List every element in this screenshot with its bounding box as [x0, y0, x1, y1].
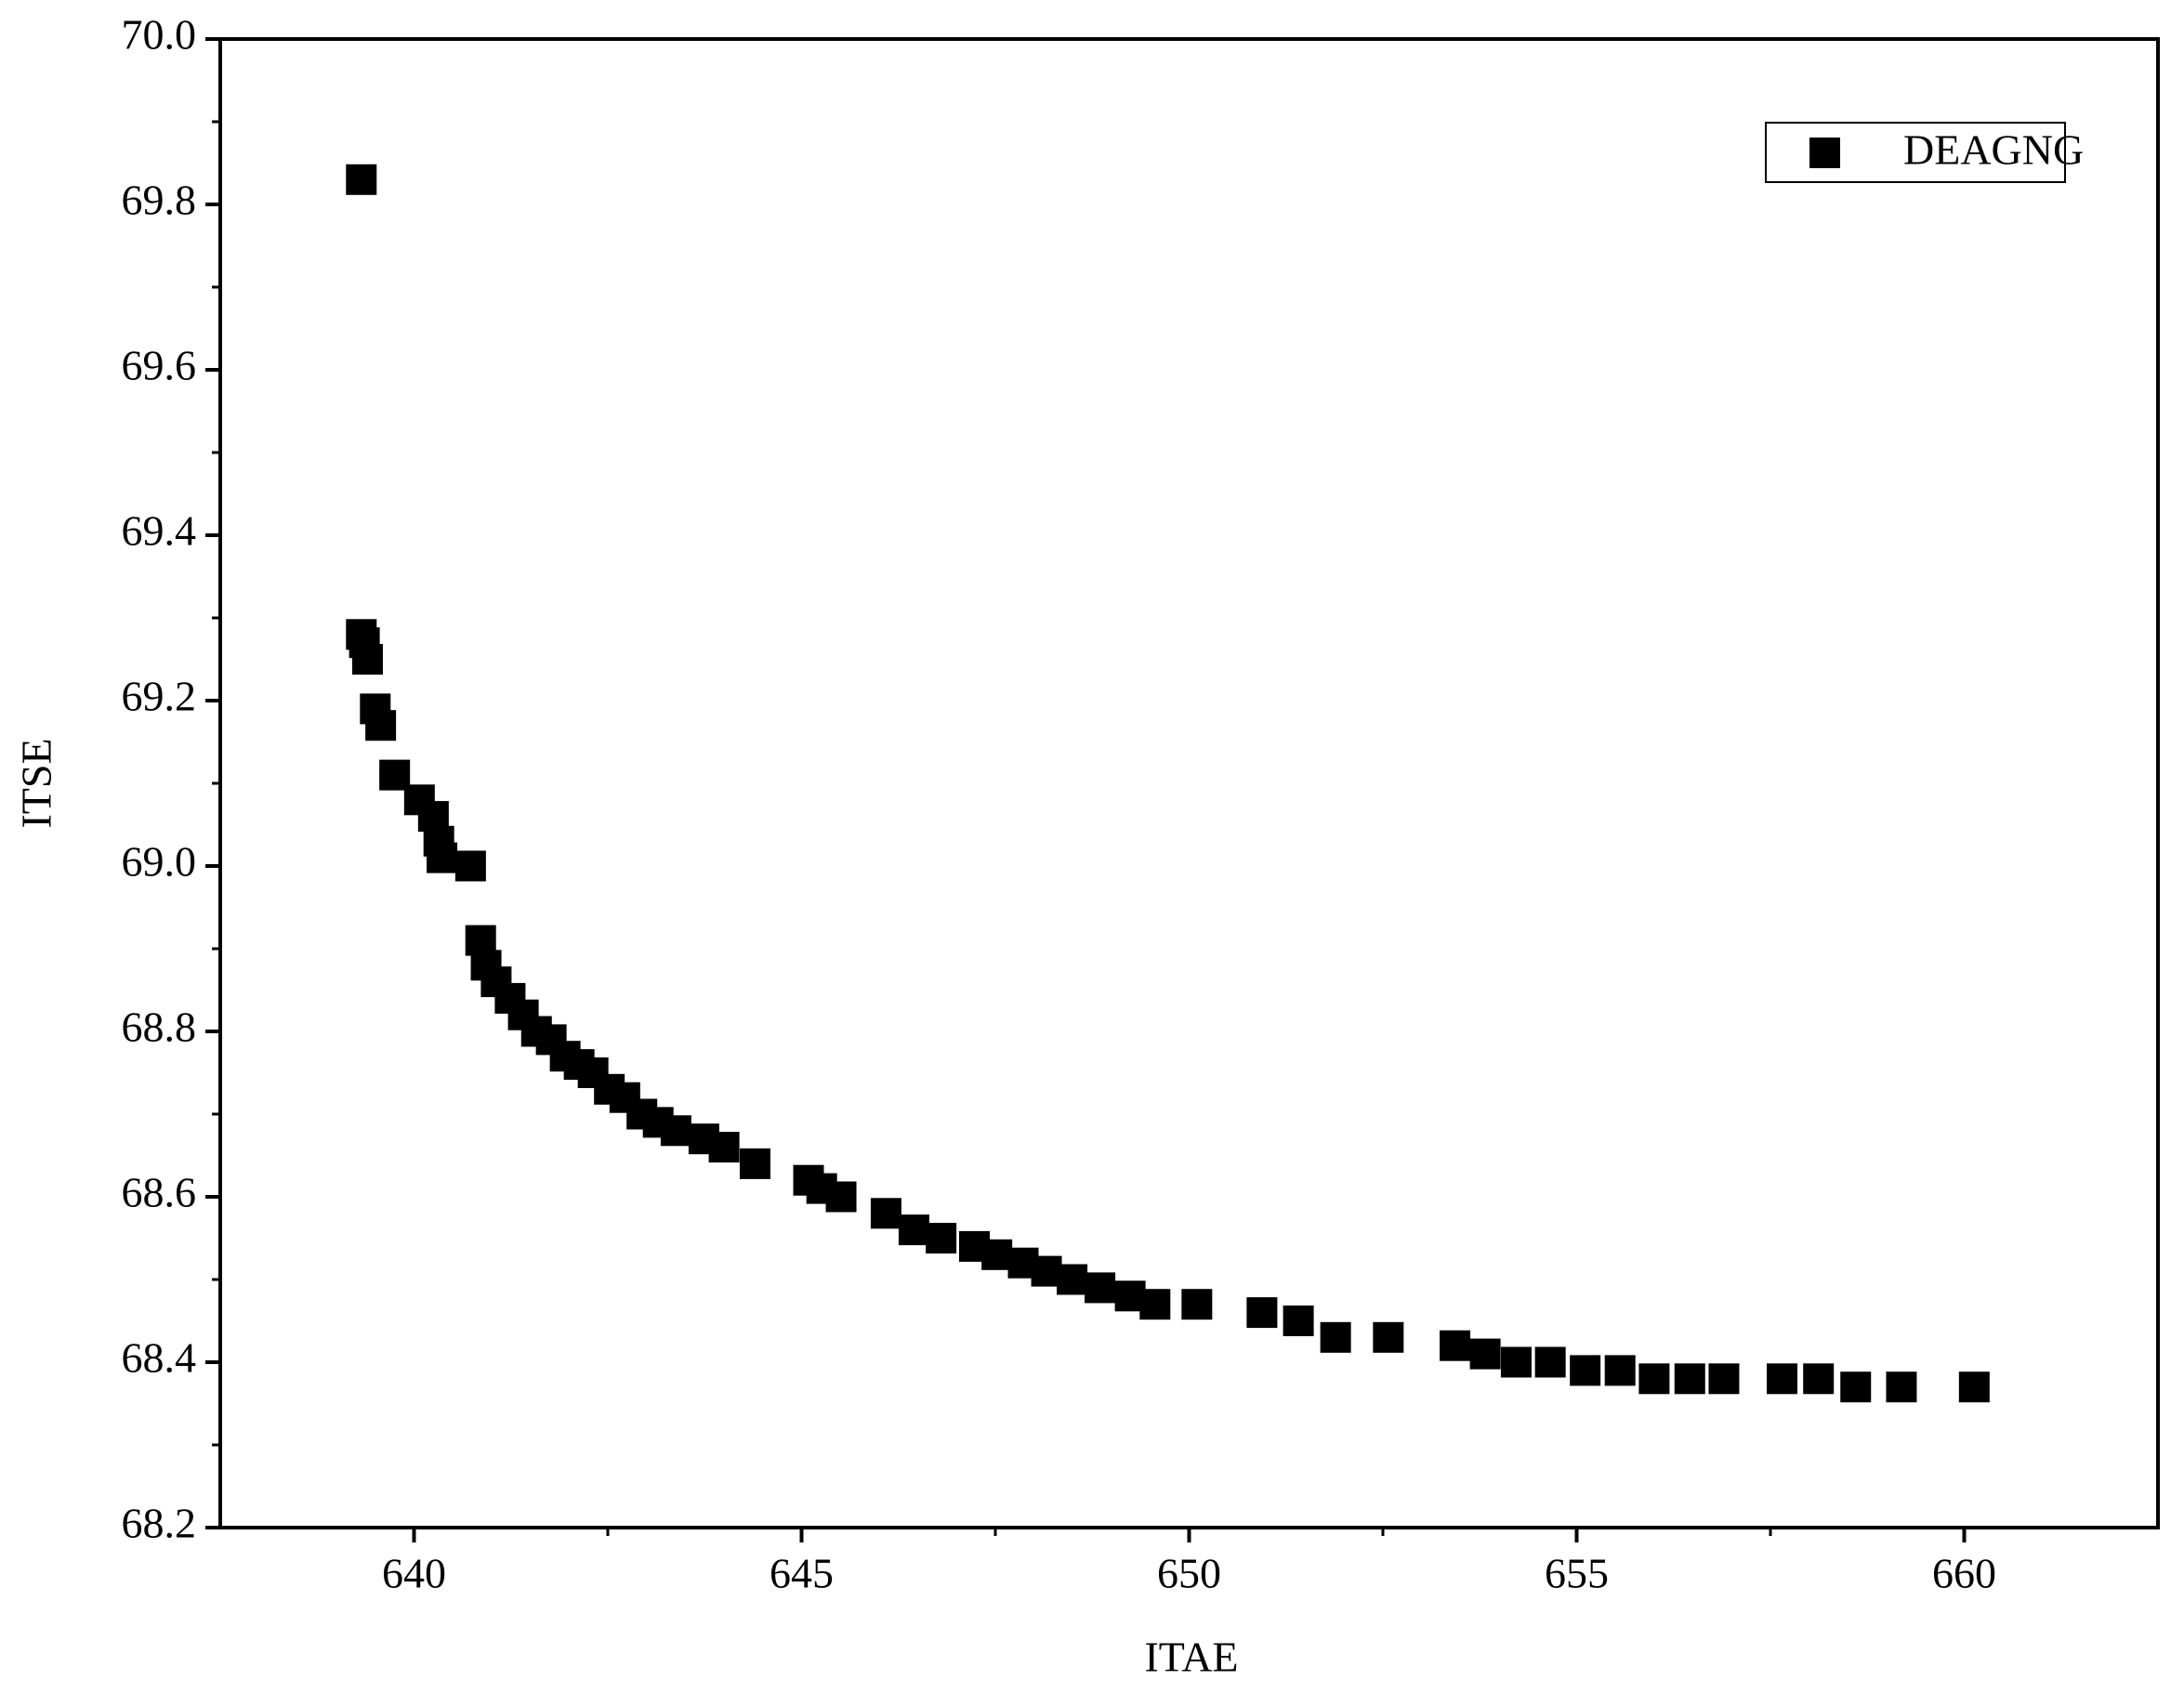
y-tick-label: 68.8	[122, 1004, 197, 1051]
x-axis-label: ITAE	[1144, 1634, 1238, 1681]
scatter-point	[926, 1223, 957, 1253]
scatter-point	[1469, 1338, 1501, 1370]
scatter-point	[1708, 1363, 1740, 1395]
scatter-point	[1373, 1321, 1404, 1353]
y-tick-label: 69.2	[122, 673, 197, 720]
y-tick-label: 68.2	[122, 1500, 197, 1547]
scatter-point	[1886, 1371, 1917, 1403]
scatter-point	[346, 164, 377, 195]
scatter-point	[1534, 1346, 1566, 1378]
scatter-point	[365, 710, 397, 742]
y-axis-label: ITSE	[13, 738, 60, 828]
scatter-point	[1031, 1255, 1062, 1287]
scatter-point	[1057, 1264, 1088, 1295]
scatter-point	[1085, 1272, 1116, 1304]
scatter-point	[1139, 1289, 1171, 1320]
scatter-point	[351, 644, 383, 675]
y-tick-label: 69.4	[122, 507, 197, 555]
scatter-point	[1320, 1321, 1351, 1353]
x-tick-label: 640	[382, 1550, 446, 1597]
scatter-point	[660, 1115, 691, 1147]
y-tick-label: 69.8	[122, 177, 197, 224]
x-tick-label: 655	[1545, 1550, 1609, 1597]
scatter-point	[1840, 1371, 1872, 1403]
scatter-point	[825, 1181, 857, 1213]
scatter-point	[1638, 1363, 1670, 1395]
scatter-point	[1958, 1371, 1990, 1403]
scatter-point	[898, 1214, 929, 1246]
scatter-point	[739, 1148, 770, 1179]
y-tick-label: 69.6	[122, 342, 197, 389]
scatter-point	[454, 850, 486, 882]
scatter-point	[708, 1132, 740, 1163]
scatter-point	[1570, 1355, 1601, 1386]
y-tick-label: 68.4	[122, 1334, 197, 1382]
scatter-point	[1674, 1363, 1705, 1395]
legend-label: DEAGNG	[1903, 126, 2084, 174]
y-tick-label: 70.0	[122, 11, 197, 59]
scatter-point	[427, 842, 458, 873]
x-tick-label: 660	[1932, 1550, 1996, 1597]
scatter-point	[1767, 1363, 1798, 1395]
legend-marker	[1809, 138, 1840, 168]
x-tick-label: 650	[1157, 1550, 1221, 1597]
scatter-point	[1604, 1355, 1636, 1386]
scatter-point	[981, 1239, 1013, 1270]
scatter-point	[870, 1198, 901, 1229]
scatter-point	[1246, 1297, 1278, 1329]
scatter-point	[1440, 1330, 1471, 1361]
scatter-point	[1283, 1306, 1314, 1336]
scatter-point	[1803, 1363, 1835, 1395]
scatter-point	[1500, 1346, 1532, 1378]
y-tick-label: 68.6	[122, 1169, 197, 1216]
y-tick-label: 69.0	[122, 838, 197, 886]
scatter-point	[1181, 1289, 1213, 1320]
x-tick-label: 645	[770, 1550, 834, 1597]
